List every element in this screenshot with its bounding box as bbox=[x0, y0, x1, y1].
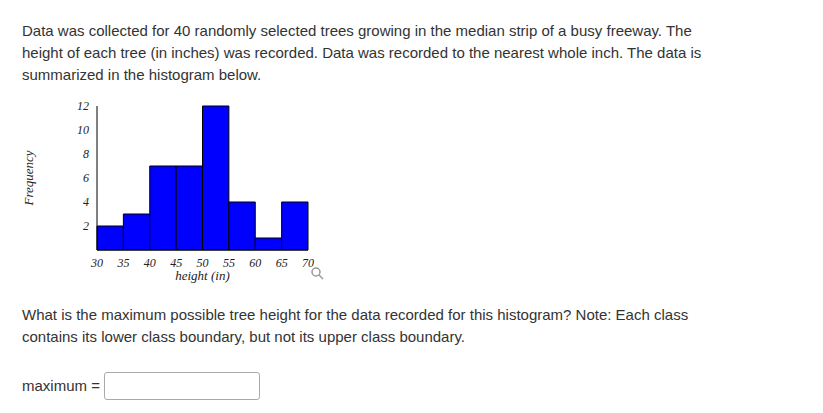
svg-text:45: 45 bbox=[170, 255, 183, 270]
html-text:Data was collected for 40 rand: Data was collected for 40 randomly selec… bbox=[22, 22, 702, 83]
svg-text:12: 12 bbox=[77, 99, 89, 113]
svg-text:10: 10 bbox=[77, 123, 89, 137]
html-text:maximum =: maximum = bbox=[22, 377, 100, 394]
svg-text:35: 35 bbox=[116, 256, 129, 270]
svg-text:30: 30 bbox=[90, 256, 103, 270]
svg-text:Frequency: Frequency bbox=[21, 150, 36, 206]
svg-text:2: 2 bbox=[83, 219, 89, 233]
svg-text:6: 6 bbox=[83, 171, 89, 185]
svg-text:4: 4 bbox=[83, 195, 89, 209]
svg-text:55: 55 bbox=[222, 255, 235, 270]
svg-text:70: 70 bbox=[302, 256, 314, 270]
svg-text:60: 60 bbox=[249, 256, 261, 270]
svg-text:height (in): height (in) bbox=[175, 268, 230, 283]
svg-text:50: 50 bbox=[196, 255, 209, 270]
svg-text:65: 65 bbox=[276, 256, 288, 270]
svg-text:8: 8 bbox=[83, 147, 89, 161]
html-text:What is the maximum possible t: What is the maximum possible tree height… bbox=[22, 306, 689, 345]
svg-text:40: 40 bbox=[144, 256, 156, 270]
